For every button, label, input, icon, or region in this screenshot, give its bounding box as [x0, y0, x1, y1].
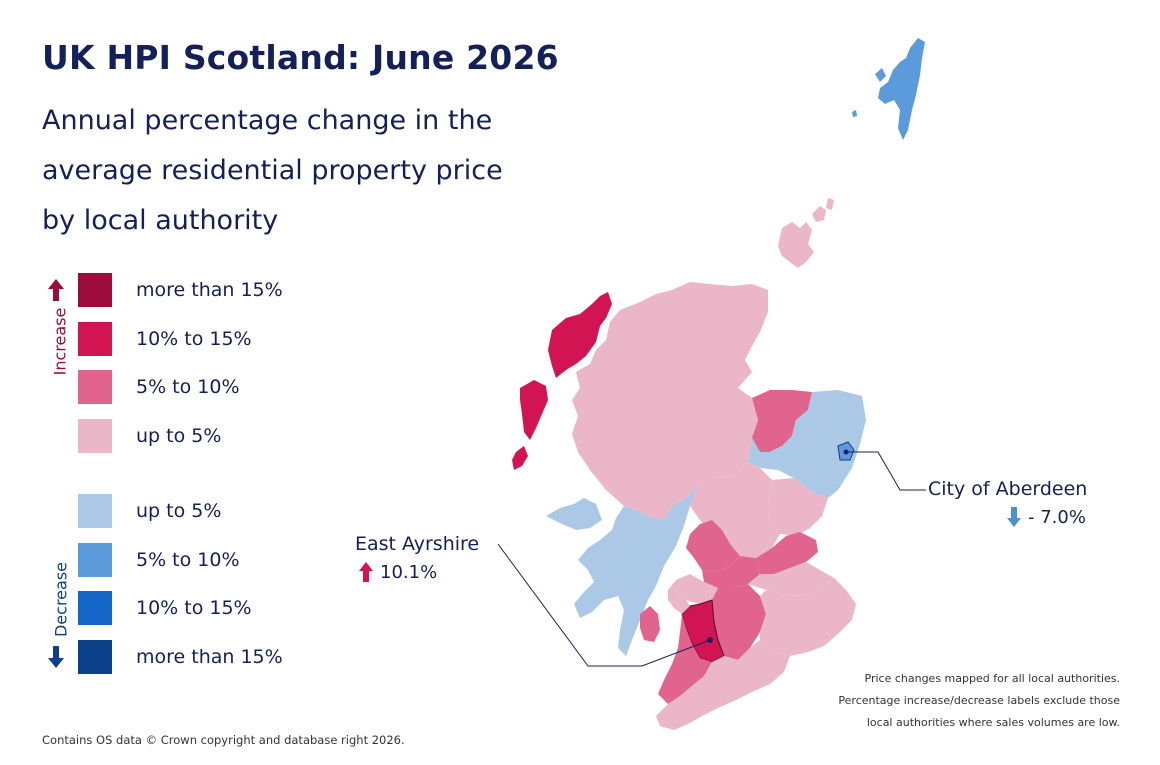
region-argyll-islands	[546, 498, 602, 530]
decrease-legend-swatch	[78, 494, 112, 528]
region-highland	[572, 282, 768, 520]
decrease-legend-row: 10% to 15%	[78, 588, 338, 628]
ayrshire-change-value: 10.1%	[380, 561, 438, 583]
region-shetland	[852, 38, 925, 140]
region-borders	[760, 578, 856, 656]
decrease-legend-label: 10% to 15%	[136, 597, 252, 620]
decrease-legend-swatch	[78, 591, 112, 626]
increase-legend-label: 10% to 15%	[136, 327, 252, 350]
increase-legend-row: 5% to 10%	[78, 367, 338, 407]
footnote: Price changes mapped for all local autho…	[838, 672, 1120, 729]
aberdeen-callout-value: - 7.0%	[1006, 506, 1086, 528]
increase-legend-label: 5% to 10%	[136, 376, 240, 399]
decrease-legend-row: more than 15%	[78, 637, 338, 677]
region-renfrew	[676, 574, 718, 604]
increase-arrow-icon	[48, 279, 64, 301]
ayrshire-callout-line	[497, 543, 713, 667]
decrease-legend-swatch	[78, 542, 112, 577]
region-lanarkshire	[712, 584, 766, 660]
region-arran	[640, 606, 660, 642]
increase-legend-label: up to 5%	[136, 425, 222, 448]
decrease-legend-label: 5% to 10%	[136, 548, 240, 571]
aberdeen-callout-line	[843, 449, 926, 491]
region-fife	[756, 532, 818, 574]
ayrshire-callout-name: East Ayrshire	[355, 533, 480, 555]
increase-legend-swatch	[78, 419, 112, 454]
region-south-ayrshire	[658, 614, 712, 704]
increase-legend-label: more than 15%	[136, 279, 283, 301]
aberdeen-change-value: - 7.0%	[1028, 506, 1086, 528]
region-dumfries-galloway	[656, 640, 790, 730]
increase-legend-row: up to 5%	[78, 416, 338, 456]
region-western-isles	[512, 292, 612, 470]
increase-legend-swatch	[78, 321, 112, 356]
decrease-legend-row: up to 5%	[78, 491, 338, 531]
region-lothians	[748, 562, 834, 596]
map-subtitle: Annual percentage change in the average …	[42, 105, 503, 236]
decrease-legend-row: 5% to 10%	[78, 540, 338, 580]
aberdeen-down-arrow-icon	[1007, 507, 1021, 527]
region-stirling	[686, 520, 740, 572]
region-orkney	[778, 198, 834, 268]
decrease-legend-swatch	[78, 640, 112, 675]
ayrshire-callout-value: 10.1%	[358, 561, 437, 583]
map-title: UK HPI Scotland: June 2026	[42, 38, 559, 77]
copyright-notice: Contains OS data © Crown copyright and d…	[42, 733, 405, 747]
increase-legend-swatch	[78, 370, 112, 405]
increase-legend-swatch	[78, 273, 112, 307]
increase-legend-row: 10% to 15%	[78, 319, 338, 359]
decrease-arrow-icon	[48, 646, 64, 668]
decrease-legend-label: more than 15%	[136, 646, 283, 669]
region-argyll	[574, 486, 698, 656]
region-central-belt	[702, 556, 760, 588]
aberdeen-callout-name: City of Aberdeen	[928, 478, 1088, 500]
region-north-ayrshire	[668, 580, 690, 614]
increase-legend-row: more than 15%	[78, 270, 338, 310]
region-aberdeenshire	[748, 390, 866, 498]
ayrshire-up-arrow-icon	[359, 562, 373, 582]
decrease-legend-label: up to 5%	[136, 500, 222, 522]
region-angus	[768, 478, 828, 536]
region-moray	[752, 390, 812, 452]
